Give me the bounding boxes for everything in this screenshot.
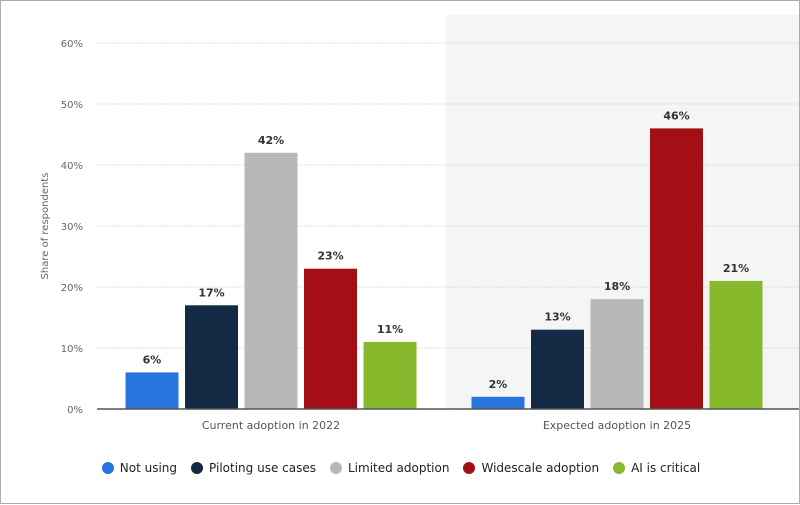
legend-marker-icon <box>101 462 114 474</box>
legend-marker-icon <box>463 462 476 474</box>
legend-marker-icon <box>613 462 626 474</box>
legend-item[interactable]: Not using <box>101 461 178 475</box>
data-label: 18% <box>604 280 630 293</box>
legend-label: Not using <box>119 461 178 475</box>
data-label: 17% <box>198 286 224 299</box>
x-category-label: Current adoption in 2022 <box>202 419 340 432</box>
y-tick-label: 60% <box>61 39 83 50</box>
data-label: 2% <box>489 378 508 391</box>
bar-not-using <box>125 372 179 409</box>
x-category-label: Expected adoption in 2025 <box>543 419 691 432</box>
bar-piloting-use-cases <box>531 329 584 409</box>
y-tick-label: 30% <box>61 222 83 233</box>
bar-limited-adoption <box>590 299 644 409</box>
data-label: 23% <box>317 250 343 263</box>
bar-piloting-use-cases <box>185 305 238 409</box>
legend-item[interactable]: Widescale adoption <box>463 461 599 475</box>
bar-widescale-adoption <box>304 268 357 409</box>
legend-label: Piloting use cases <box>209 461 316 475</box>
data-label: 21% <box>723 262 749 275</box>
legend-marker-icon <box>191 462 204 474</box>
bar-widescale-adoption <box>650 128 703 409</box>
bar-ai-is-critical <box>363 341 417 409</box>
legend: Not using Piloting use cases Limited adopt… <box>1 461 800 475</box>
y-tick-label: 50% <box>61 100 83 111</box>
bar-not-using <box>471 396 525 409</box>
bar-limited-adoption <box>244 152 298 410</box>
legend-label: Limited adoption <box>347 461 450 475</box>
legend-item[interactable]: Limited adoption <box>329 461 450 475</box>
legend-item[interactable]: AI is critical <box>613 461 700 475</box>
y-tick-label: 40% <box>61 161 83 172</box>
y-axis-label: Share of respondents <box>40 173 51 280</box>
bar-ai-is-critical <box>709 280 763 409</box>
legend-item[interactable]: Piloting use cases <box>191 461 316 475</box>
data-label: 46% <box>663 109 689 122</box>
data-label: 11% <box>377 323 403 336</box>
legend-label: Widescale adoption <box>481 461 600 475</box>
y-tick-label: 20% <box>61 283 83 294</box>
y-tick-label: 0% <box>67 405 83 416</box>
legend-label: AI is critical <box>631 461 701 475</box>
data-label: 13% <box>544 311 570 324</box>
legend-marker-icon <box>329 462 342 474</box>
data-label: 6% <box>143 353 162 366</box>
y-tick-label: 10% <box>61 344 83 355</box>
data-label: 42% <box>258 134 284 147</box>
